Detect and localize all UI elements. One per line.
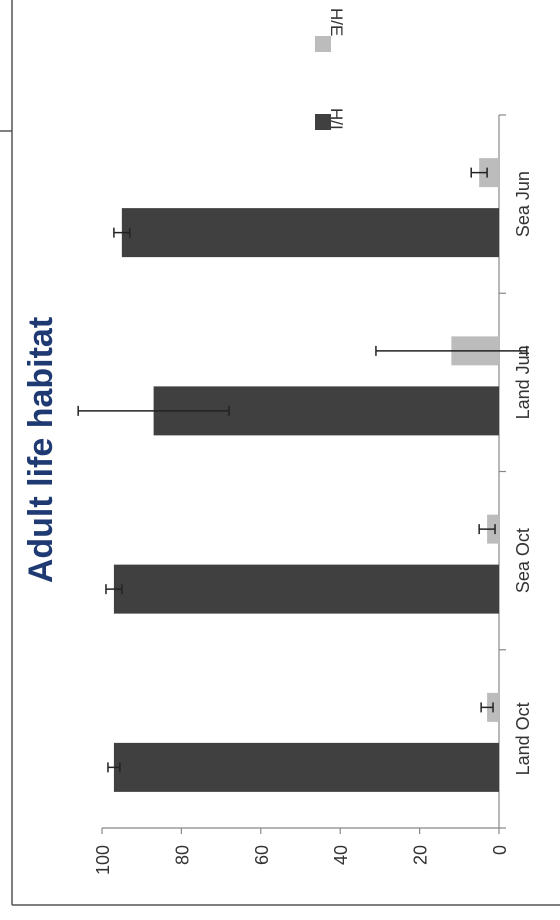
category-label-1: Sea Oct — [513, 528, 533, 593]
category-label-0: Land Oct — [513, 702, 533, 775]
value-tick-label-20: 20 — [411, 845, 431, 865]
chart-title: Adult life habitat — [22, 317, 60, 583]
plot-area: 0 20 40 60 80 100 Land Oct Sea Oct Land Jun Sea J… — [77, 114, 533, 875]
legend-swatch-he — [315, 36, 331, 52]
value-tick-label-40: 40 — [331, 845, 351, 865]
value-tick-label-0: 0 — [490, 845, 510, 855]
legend-label-hi: H/I — [327, 108, 346, 130]
value-tick-label-60: 60 — [252, 845, 272, 865]
value-tick-label-80: 80 — [172, 845, 192, 865]
bar-HI-0 — [113, 742, 499, 792]
legend: H/I H/E — [315, 8, 346, 130]
bar-HI-3 — [121, 208, 499, 258]
legend-label-he: H/E — [327, 8, 346, 36]
category-label-2: Land Jun — [513, 345, 533, 419]
legend-swatch-hi — [315, 114, 331, 130]
bar-HE-3 — [479, 158, 499, 188]
bar-HI-1 — [113, 564, 499, 614]
category-label-3: Sea Jun — [513, 171, 533, 237]
value-tick-label-100: 100 — [93, 845, 113, 875]
